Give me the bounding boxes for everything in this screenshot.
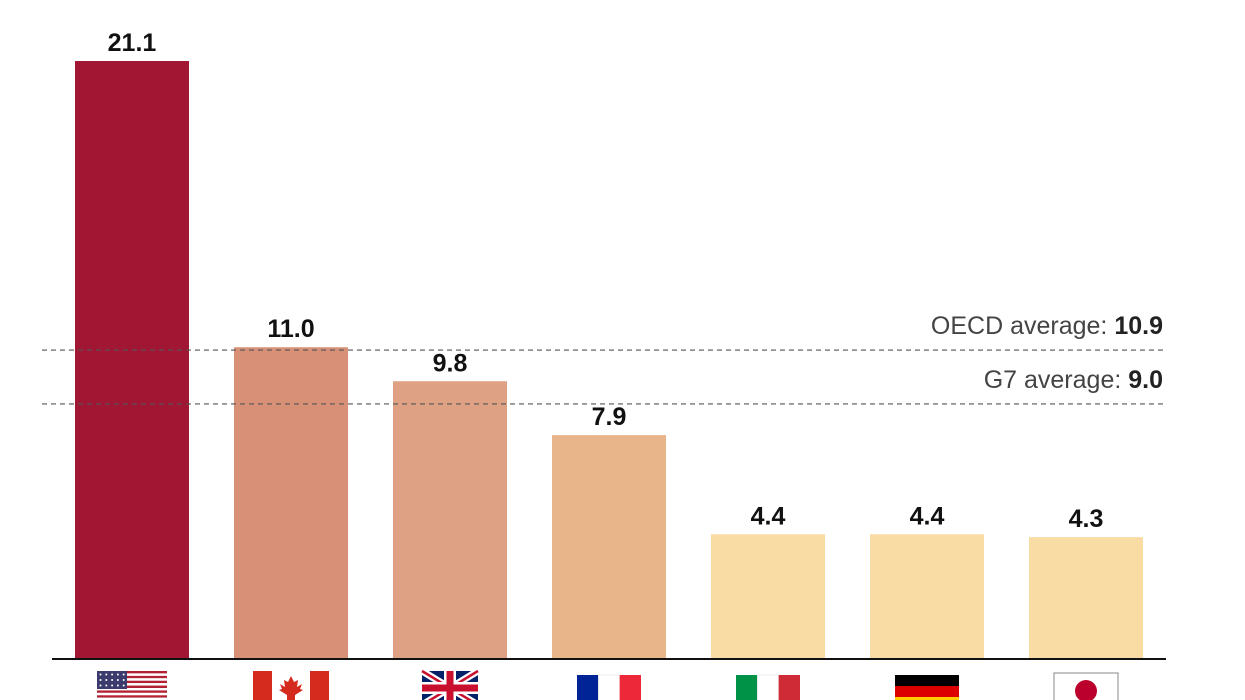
value-label-0: 21.1 <box>108 29 157 57</box>
bar-4 <box>711 534 825 659</box>
value-label-2: 9.8 <box>433 349 468 377</box>
bar-5 <box>870 534 984 659</box>
bar-0 <box>75 61 189 659</box>
ref-value-0: 10.9 <box>1114 312 1163 340</box>
ref-label-0: OECD average: 10.9 <box>931 312 1163 340</box>
value-label-1: 11.0 <box>267 315 314 343</box>
japan-flag-icon <box>1053 672 1119 700</box>
canada-flag-icon <box>253 671 329 700</box>
ref-label-text-1: G7 average: <box>984 366 1129 394</box>
bar-6 <box>1029 537 1143 659</box>
bar-1 <box>234 347 348 659</box>
us-flag-icon <box>97 671 167 700</box>
ref-label-text-0: OECD average: <box>931 312 1114 340</box>
bar-3 <box>552 435 666 659</box>
uk-flag-icon <box>420 668 480 700</box>
value-label-5: 4.4 <box>910 502 945 530</box>
value-label-6: 4.3 <box>1069 505 1104 533</box>
bar-2 <box>393 381 507 659</box>
ref-value-1: 9.0 <box>1128 366 1163 394</box>
italy-flag-icon <box>736 674 800 700</box>
ref-label-1: G7 average: 9.0 <box>984 366 1163 394</box>
value-label-4: 4.4 <box>751 502 786 530</box>
value-label-3: 7.9 <box>592 403 627 431</box>
france-flag-icon <box>577 674 641 700</box>
germany-flag-icon <box>895 675 959 700</box>
